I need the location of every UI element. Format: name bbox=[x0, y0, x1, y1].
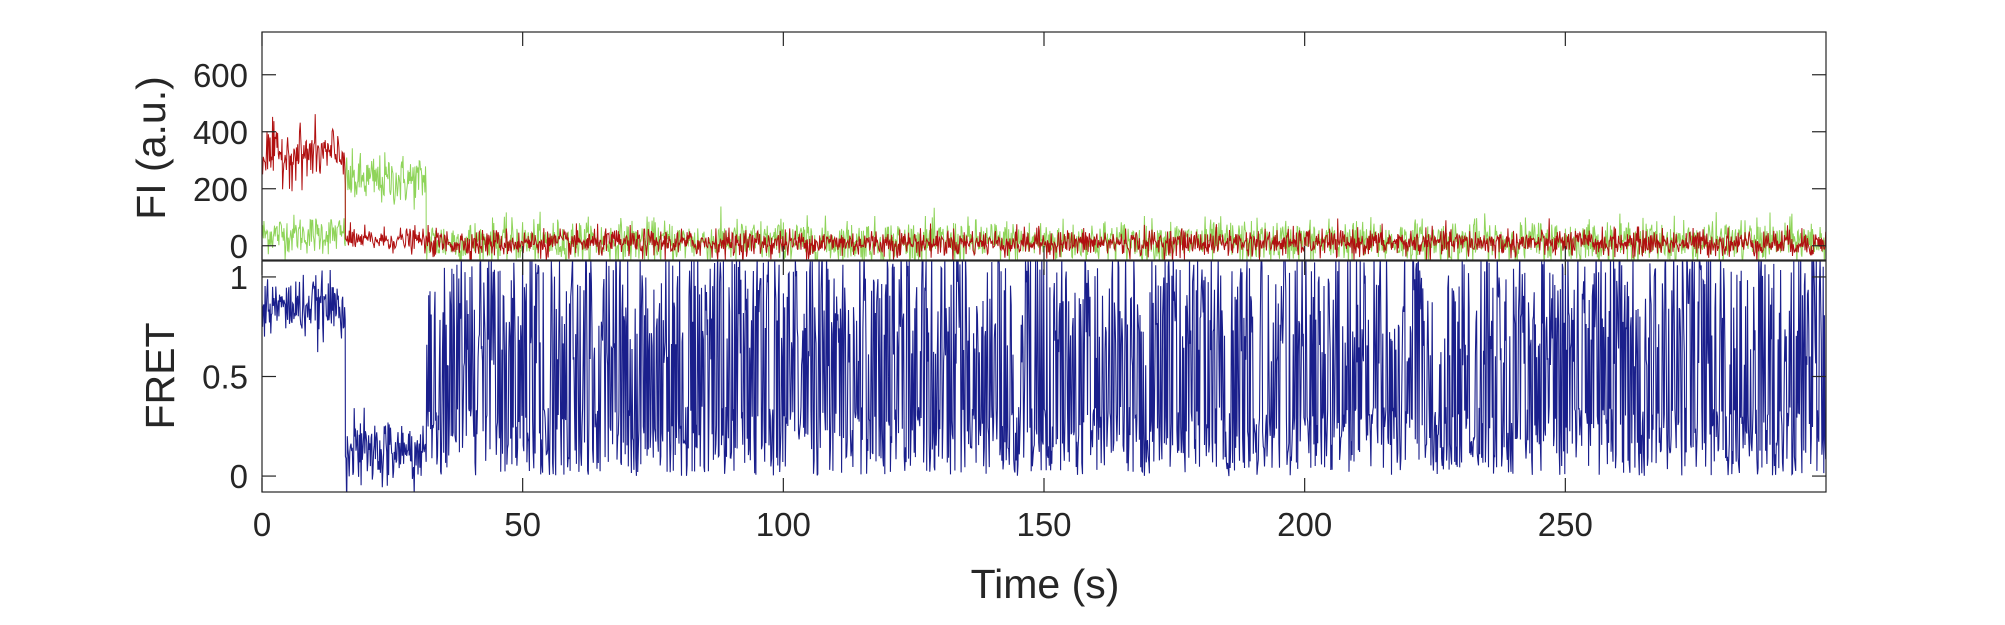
y-tick-label: 400 bbox=[193, 114, 248, 151]
y-tick-label: 0.5 bbox=[202, 359, 248, 396]
y-tick-label: 0 bbox=[230, 458, 248, 495]
intensity-trace-1 bbox=[262, 114, 1826, 260]
fret-series-group bbox=[262, 261, 1826, 492]
fret-y-axis-label: FRET bbox=[137, 322, 183, 429]
x-tick-label: 100 bbox=[756, 506, 811, 543]
fret-panel: 00.51 0 50 100 150 200 250 FRET Time (s) bbox=[137, 32, 1827, 607]
intensity-y-axis-label: FI (a.u.) bbox=[128, 76, 174, 220]
time-x-ticks: 0 50 100 150 200 250 bbox=[253, 32, 1593, 543]
x-tick-label: 150 bbox=[1016, 506, 1071, 543]
intensity-y-ticks: 0 200 400 600 bbox=[193, 57, 1826, 265]
y-tick-label: 1 bbox=[230, 259, 248, 296]
y-tick-label: 200 bbox=[193, 171, 248, 208]
y-tick-label: 600 bbox=[193, 57, 248, 94]
intensity-panel: 0 200 400 600 FI (a.u.) bbox=[128, 31, 1827, 265]
x-tick-label: 0 bbox=[253, 506, 271, 543]
x-tick-label: 200 bbox=[1277, 506, 1332, 543]
fret-y-ticks: 00.51 bbox=[202, 259, 1826, 495]
x-tick-label: 250 bbox=[1538, 506, 1593, 543]
fret-trace bbox=[262, 261, 1826, 492]
time-x-axis-label: Time (s) bbox=[971, 561, 1120, 607]
y-tick-label: 0 bbox=[230, 228, 248, 265]
x-tick-label: 50 bbox=[504, 506, 541, 543]
